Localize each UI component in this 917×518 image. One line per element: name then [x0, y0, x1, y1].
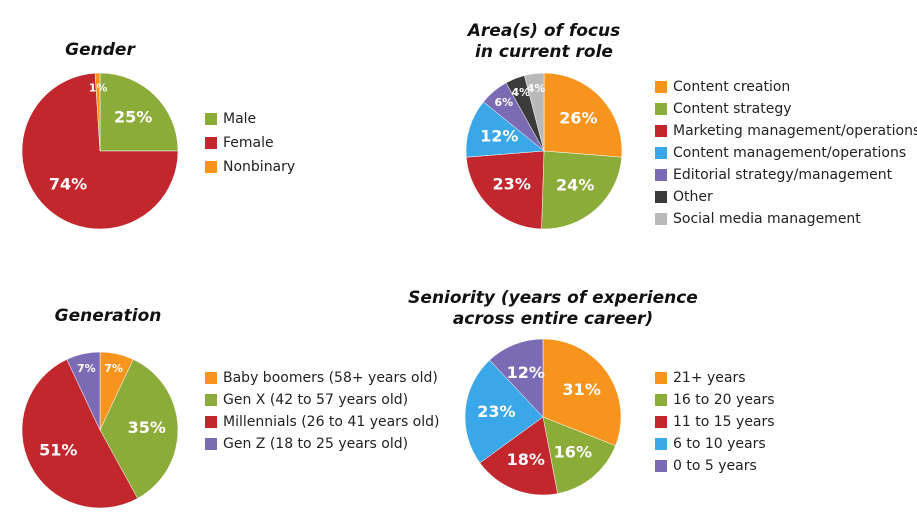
pie-slice [94, 72, 101, 152]
legend-label: Nonbinary [223, 159, 295, 175]
legend-label: Content strategy [673, 101, 792, 117]
legend-label: 6 to 10 years [673, 436, 766, 452]
data-label: 23% [493, 174, 531, 193]
data-label: 7% [77, 362, 96, 375]
legend-swatch [655, 213, 667, 225]
data-label: 18% [507, 450, 545, 469]
legend-label: Editorial strategy/management [673, 167, 893, 183]
pie-slice [21, 359, 138, 509]
data-label: 51% [39, 441, 77, 460]
data-label: 74% [49, 175, 87, 194]
legend-label: Marketing management/operations [673, 123, 917, 139]
pie-slice [524, 72, 545, 152]
legend-label: Baby boomers (58+ years old) [223, 370, 438, 386]
legend-label: 0 to 5 years [673, 458, 757, 474]
chart-title: in current role [475, 42, 613, 62]
pie-slice [542, 338, 622, 447]
pie-slice [465, 101, 545, 158]
legend-swatch [655, 460, 667, 472]
data-label: 1% [89, 82, 108, 95]
data-label: 6% [495, 96, 514, 109]
legend-swatch [205, 113, 217, 125]
legend-label: 21+ years [673, 370, 746, 386]
data-label: 7% [104, 362, 123, 375]
data-label: 4% [511, 86, 530, 99]
data-label: 16% [554, 443, 592, 462]
legend-label: Male [223, 111, 256, 127]
legend-swatch [205, 137, 217, 149]
legend-swatch [655, 103, 667, 115]
data-label: 31% [563, 380, 601, 399]
chart-title: Generation [55, 306, 162, 326]
legend-label: 11 to 15 years [673, 414, 775, 430]
pie-slice [21, 72, 179, 230]
data-label: 35% [128, 418, 166, 437]
pie-slice [99, 72, 179, 152]
data-label: 23% [477, 402, 515, 421]
legend-swatch [655, 125, 667, 137]
legend-swatch [655, 394, 667, 406]
data-label: 12% [507, 363, 545, 382]
data-label: 24% [556, 175, 594, 194]
legend-swatch [655, 147, 667, 159]
legend-label: Other [673, 189, 713, 205]
data-label: 25% [114, 107, 152, 126]
legend-label: Millennials (26 to 41 years old) [223, 414, 440, 430]
chart-title: Gender [65, 40, 136, 60]
pie-slice [543, 72, 623, 158]
pie-slice [66, 351, 101, 431]
chart-title: across entire career) [453, 309, 653, 329]
legend-label: Gen Z (18 to 25 years old) [223, 436, 408, 452]
pie-slice [464, 359, 544, 464]
pie-slice [99, 359, 179, 499]
data-label: 26% [559, 109, 597, 128]
legend-label: Content management/operations [673, 145, 906, 161]
pie-slice [542, 416, 616, 494]
legend-label: 16 to 20 years [673, 392, 775, 408]
legend-swatch [655, 372, 667, 384]
legend-swatch [655, 81, 667, 93]
legend-swatch [205, 416, 217, 428]
legend-swatch [655, 191, 667, 203]
legend-swatch [205, 394, 217, 406]
pie-slice [541, 150, 623, 230]
data-label: 12% [480, 127, 518, 146]
pie-slice [465, 150, 545, 230]
pie-slice [489, 338, 544, 418]
legend-label: Gen X (42 to 57 years old) [223, 392, 408, 408]
pie-slice [479, 416, 558, 496]
legend-swatch [205, 372, 217, 384]
legend-label: Content creation [673, 79, 790, 95]
chart-title: Area(s) of focus [466, 21, 621, 41]
legend-swatch [205, 161, 217, 173]
legend-swatch [655, 438, 667, 450]
legend-swatch [655, 416, 667, 428]
data-label: 4% [527, 82, 546, 95]
legend-label: Female [223, 135, 274, 151]
legend-label: Social media management [673, 211, 861, 227]
legend-swatch [205, 438, 217, 450]
chart-title: Seniority (years of experience [408, 288, 698, 308]
legend-swatch [655, 169, 667, 181]
